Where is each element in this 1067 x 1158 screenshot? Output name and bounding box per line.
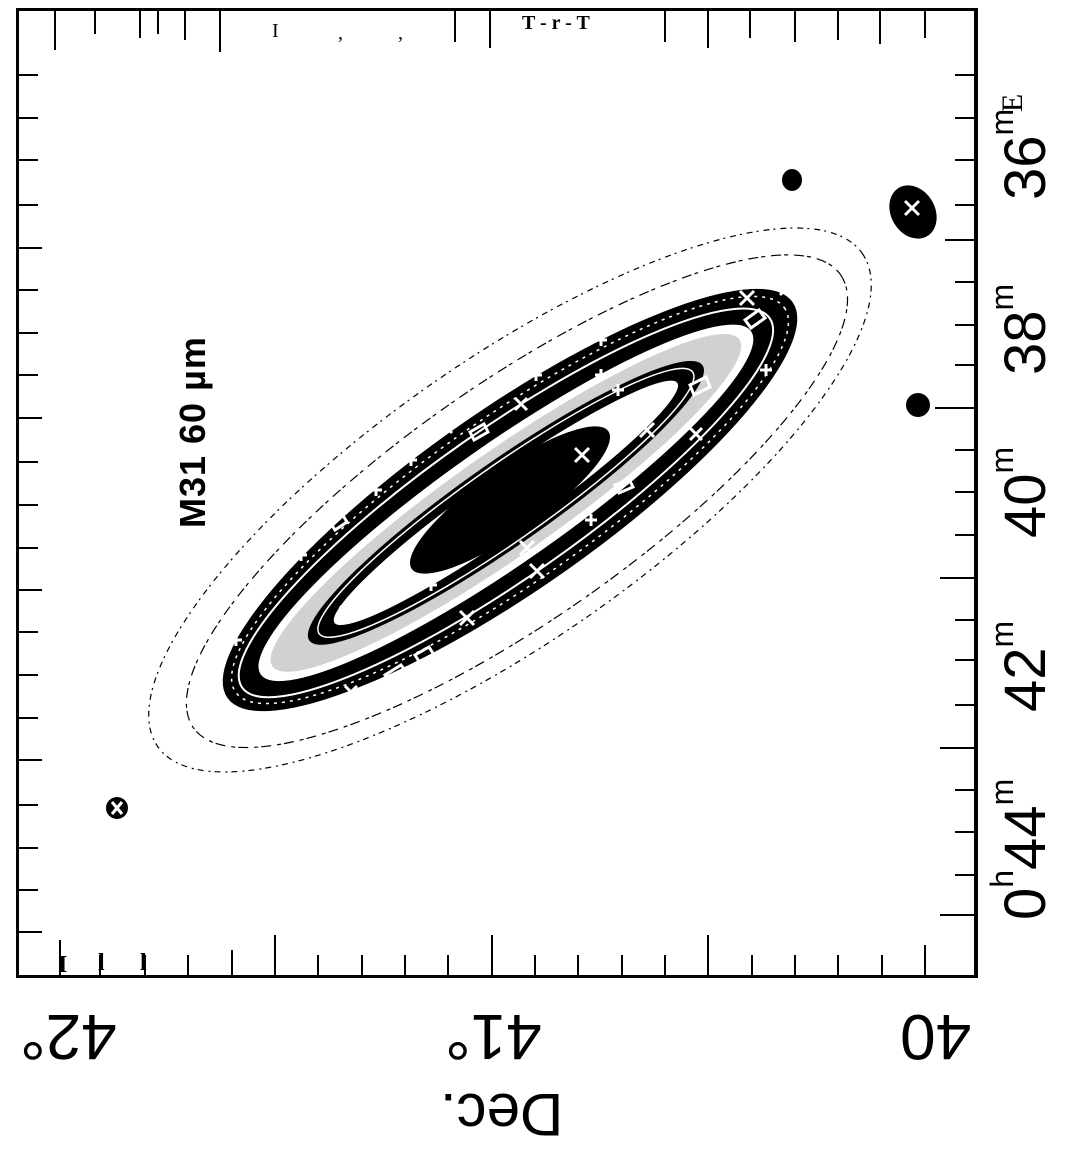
point-source	[782, 169, 802, 191]
axis-artifact: T - r - T	[522, 12, 590, 34]
dec-label-42: 42°	[20, 1001, 117, 1073]
dec-axis-title: Dec.	[440, 1081, 564, 1148]
axis-artifact: l	[98, 950, 105, 976]
plot-frame	[16, 8, 978, 978]
cloud-markers	[85, 175, 934, 810]
ra-label-40: 40m	[984, 446, 1058, 538]
ra-label-38: 38m	[984, 283, 1058, 375]
object-label: M31 60 µm	[172, 336, 213, 528]
axis-artifact: ,	[338, 22, 343, 44]
x-ticks	[54, 11, 926, 975]
axis-artifact: I	[272, 20, 279, 42]
axis-artifact: l	[140, 950, 147, 976]
ra-label-42: 42m	[984, 620, 1058, 712]
point-source-marker	[110, 801, 124, 815]
dec-label-41: 41°	[445, 1001, 542, 1073]
point-source	[906, 393, 930, 417]
point-source-marker	[903, 199, 921, 217]
y-ticks	[19, 74, 974, 933]
axis-artifact: I	[58, 952, 68, 978]
ra-label-44: 0h44m	[984, 778, 1058, 920]
dec-label-40: 40	[900, 1001, 972, 1073]
point-source	[889, 185, 937, 239]
galaxy-body	[148, 227, 872, 773]
axis-artifact: ,	[398, 22, 403, 44]
ra-label-36: 36m	[984, 108, 1058, 200]
